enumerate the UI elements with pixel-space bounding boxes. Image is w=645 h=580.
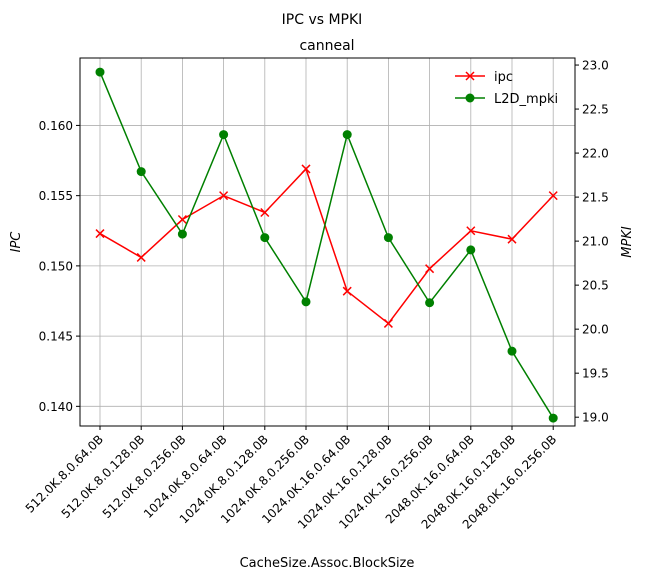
data-point-L2D_mpki xyxy=(383,233,393,243)
right-tick-label: 21.0 xyxy=(582,235,609,249)
y-axis-label-right: MPKI xyxy=(620,226,635,258)
data-point-L2D_mpki xyxy=(301,297,311,307)
right-tick-label: 19.0 xyxy=(582,411,609,425)
left-tick-label: 0.140 xyxy=(39,400,73,414)
data-point-L2D_mpki xyxy=(260,233,270,243)
x-tick-label: 512.0K.8.0.64.0B xyxy=(23,432,106,515)
data-point-ipc xyxy=(136,252,146,262)
legend: ipc L2D_mpki xyxy=(455,70,558,107)
data-point-L2D_mpki xyxy=(507,346,517,356)
legend-mpki-label: L2D_mpki xyxy=(494,92,558,107)
data-point-ipc xyxy=(507,234,517,244)
series-line-L2D_mpki xyxy=(99,71,554,419)
right-tick-label: 22.0 xyxy=(582,147,609,161)
left-tick-label: 0.150 xyxy=(39,259,73,273)
data-point-ipc xyxy=(177,214,187,225)
data-point-L2D_mpki xyxy=(95,67,105,77)
data-point-ipc xyxy=(301,164,311,174)
right-tick-label: 19.5 xyxy=(582,367,609,381)
right-tick-label: 23.0 xyxy=(582,59,609,73)
data-point-L2D_mpki xyxy=(136,167,146,177)
data-point-ipc xyxy=(425,264,435,274)
data-point-L2D_mpki xyxy=(177,229,187,239)
chart-suptitle: IPC vs MPKI xyxy=(282,12,363,28)
left-tick-label: 0.155 xyxy=(39,189,73,203)
series-line-ipc xyxy=(99,167,554,325)
data-point-ipc xyxy=(219,191,229,201)
data-point-ipc xyxy=(260,207,270,218)
legend-ipc-marker xyxy=(465,71,475,81)
data-point-L2D_mpki xyxy=(425,298,435,308)
data-point-ipc xyxy=(342,286,352,296)
data-point-L2D_mpki xyxy=(342,130,352,140)
y-axis-label-left: IPC xyxy=(9,231,24,253)
right-axis: 19.0 19.5 20.0 20.5 21.0 21.5 22.0 22.5 23.0 xyxy=(575,59,609,425)
right-tick-label: 22.5 xyxy=(582,103,609,117)
data-point-ipc xyxy=(466,226,476,236)
legend-mpki-marker xyxy=(465,93,475,103)
left-axis: 0.140 0.145 0.150 0.155 0.160 xyxy=(39,119,80,414)
chart-title: canneal xyxy=(299,38,354,54)
plot-frame xyxy=(79,57,576,427)
grid-lines xyxy=(80,58,575,426)
left-tick-label: 0.160 xyxy=(39,119,73,133)
series-layer xyxy=(95,67,558,423)
data-point-L2D_mpki xyxy=(466,245,476,255)
right-tick-label: 20.0 xyxy=(582,323,609,337)
right-tick-label: 20.5 xyxy=(582,279,609,293)
data-point-ipc xyxy=(548,191,558,201)
left-tick-label: 0.145 xyxy=(39,330,73,344)
x-axis: 512.0K.8.0.64.0B512.0K.8.0.128.0B512.0K.… xyxy=(23,426,559,532)
data-point-ipc xyxy=(95,229,105,239)
data-point-ipc xyxy=(383,318,393,328)
right-tick-label: 21.5 xyxy=(582,191,609,205)
legend-ipc-label: ipc xyxy=(494,70,513,85)
x-axis-label: CacheSize.Assoc.BlockSize xyxy=(240,556,415,571)
data-point-L2D_mpki xyxy=(548,413,558,423)
data-point-L2D_mpki xyxy=(219,130,229,140)
